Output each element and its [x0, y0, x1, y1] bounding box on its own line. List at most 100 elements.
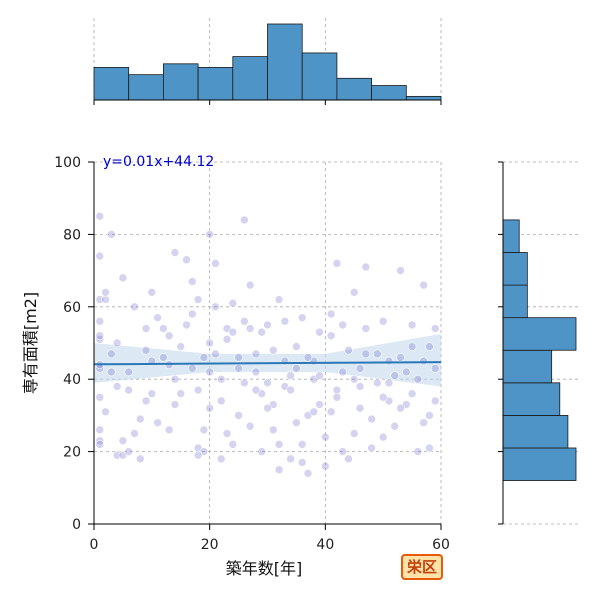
ci-band — [94, 333, 441, 387]
data-point — [95, 251, 105, 261]
data-point — [419, 418, 428, 427]
y-tick-label: 100 — [54, 155, 81, 171]
scatter-points — [95, 212, 440, 478]
data-point — [130, 429, 139, 438]
data-point — [107, 230, 116, 239]
x-tick-label: 0 — [90, 537, 99, 553]
data-point — [141, 324, 151, 333]
data-point — [112, 382, 122, 391]
data-point — [112, 338, 122, 348]
data-point — [390, 421, 400, 431]
data-point — [286, 454, 295, 464]
data-point — [268, 425, 278, 435]
y-hist-bar — [502, 252, 528, 286]
data-point — [188, 364, 197, 373]
x-hist-bar — [301, 52, 338, 101]
data-point — [251, 385, 261, 395]
data-point — [228, 298, 238, 308]
data-point — [211, 259, 220, 268]
data-point — [430, 364, 440, 373]
data-point — [373, 349, 382, 359]
region-badge: 栄区 — [401, 554, 443, 580]
data-point — [263, 403, 272, 413]
data-point — [205, 230, 214, 239]
data-point — [257, 327, 267, 337]
data-point — [101, 288, 110, 297]
data-point — [124, 385, 133, 395]
data-point — [361, 324, 371, 333]
y-tick-label: 40 — [63, 372, 81, 388]
data-point — [228, 440, 238, 449]
data-point — [124, 367, 133, 377]
data-point — [292, 364, 301, 373]
data-point — [349, 429, 359, 438]
data-point — [257, 447, 267, 456]
data-point — [222, 335, 232, 344]
x-tick-label: 20 — [201, 537, 219, 553]
data-point — [303, 469, 313, 478]
data-point — [234, 411, 243, 420]
data-point — [234, 364, 243, 373]
data-point — [332, 392, 342, 402]
data-point — [95, 212, 105, 221]
data-point — [378, 316, 388, 326]
data-point — [251, 349, 261, 359]
data-point — [378, 392, 388, 402]
data-point — [176, 342, 186, 351]
regression-line-path — [93, 361, 442, 366]
axes: 0 20 40 60 0 20 40 60 80 100 — [54, 155, 450, 553]
data-point — [124, 447, 133, 456]
data-point — [407, 320, 417, 330]
data-point — [355, 364, 365, 373]
data-point — [182, 320, 191, 330]
data-point — [245, 324, 255, 333]
data-point — [396, 403, 405, 413]
data-point — [407, 389, 417, 398]
scatter-plot-area: 0 20 40 60 0 20 40 60 80 100 — [54, 155, 450, 553]
data-point — [268, 345, 278, 355]
data-point — [101, 407, 110, 417]
y-tick-label: 0 — [72, 517, 81, 533]
data-point — [274, 440, 284, 449]
data-point — [274, 295, 284, 304]
data-point — [101, 295, 110, 304]
data-point — [332, 259, 342, 268]
x-hist-bar — [197, 67, 234, 101]
data-point — [407, 342, 417, 351]
y-hist-bar — [502, 414, 569, 449]
data-point — [274, 465, 284, 475]
data-point — [263, 320, 272, 330]
y-tick-label: 60 — [63, 300, 81, 316]
data-point — [326, 407, 336, 417]
x-marginal-histogram — [93, 18, 442, 105]
data-point — [193, 385, 203, 395]
data-point — [170, 248, 180, 257]
data-point — [321, 461, 330, 471]
data-point — [147, 389, 157, 398]
data-point — [118, 436, 128, 446]
data-point — [118, 273, 128, 283]
data-point — [95, 316, 105, 326]
data-point — [147, 288, 157, 297]
data-point — [193, 450, 203, 460]
y-hist-bar — [502, 382, 561, 416]
data-point — [292, 342, 301, 351]
data-point — [344, 345, 353, 355]
data-point — [286, 371, 295, 380]
data-point — [309, 407, 319, 417]
data-point — [141, 345, 151, 355]
data-point — [199, 425, 209, 435]
y-tick-label: 20 — [63, 445, 81, 461]
data-point — [153, 313, 162, 322]
x-tick-label: 60 — [432, 537, 450, 553]
data-point — [413, 374, 423, 384]
data-point — [141, 396, 151, 406]
data-point — [135, 454, 145, 464]
data-point — [303, 353, 313, 362]
data-point — [326, 331, 336, 341]
data-point — [222, 429, 232, 438]
x-hist-bar — [371, 85, 407, 101]
data-point — [135, 414, 145, 424]
data-point — [211, 349, 220, 359]
